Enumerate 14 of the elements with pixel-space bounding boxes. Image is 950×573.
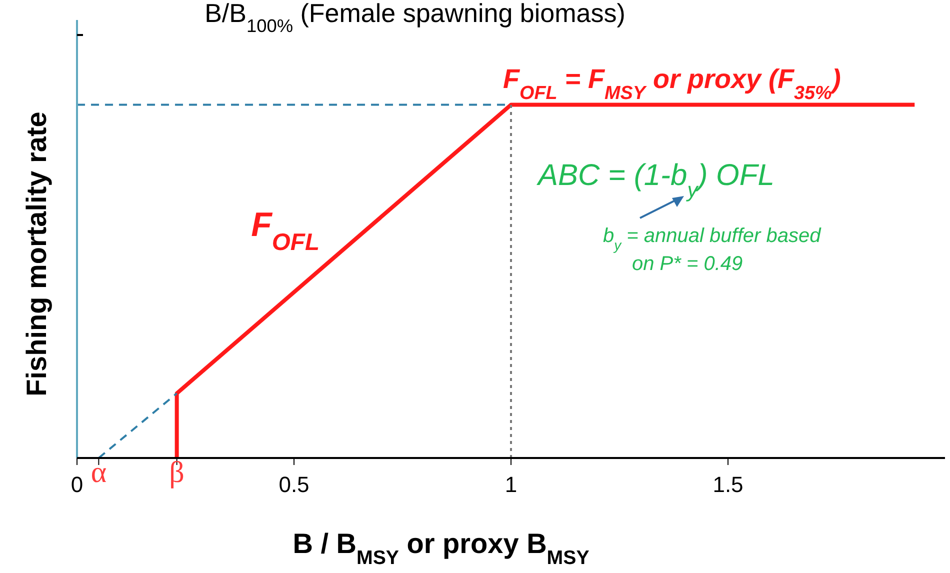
x-tick-label: α [90,456,107,489]
text: F$_{OFL}$ = F$_{MSY}$ or proxy (F$_{35%}$) [503,64,841,104]
annotation: on P* = 0.49 [632,253,743,275]
chart-title: B/B$_{100%}$ (Female spawning biomass) [204,0,626,36]
annotation: b$_{y}$ = annual buffer based [603,225,822,253]
x-tick-label: 0 [70,472,84,497]
x-axis-title: B / B$_{MSY}$ or proxy B$_{MSY}$ [292,528,590,569]
y-axis-title: Fishing mortality rate [21,112,52,396]
x-tick-label: β [169,456,184,489]
x-tick-label: 0.5 [278,472,310,497]
series-label: F$_{OFL}$ [251,206,320,256]
x-tick-label: 1 [504,472,518,497]
x-tick-label: 1.5 [712,472,744,497]
annotation: ABC = (1-b$_{y}$) OFL [536,159,774,202]
